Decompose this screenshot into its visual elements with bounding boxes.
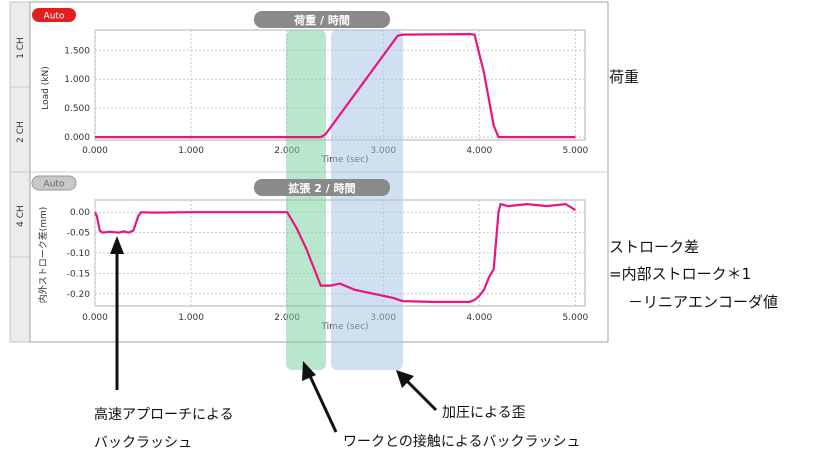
y-tick-label: 1.000 xyxy=(64,75,90,85)
contact-arrow xyxy=(302,361,338,433)
x-tick-label: 4.000 xyxy=(466,313,492,323)
y-axis-label: Load (kN) xyxy=(41,66,51,109)
x-tick-label: 5.000 xyxy=(563,146,589,156)
contact-backlash-band xyxy=(286,30,326,370)
load-side-label: 荷重 xyxy=(609,68,640,86)
x-tick-label: 1.000 xyxy=(178,313,204,323)
channel-tab-2ch[interactable]: 2 CH xyxy=(16,121,26,143)
x-tick-label: 4.000 xyxy=(466,146,492,156)
chart-title-bottom: 拡張 2 / 時間 xyxy=(288,181,355,195)
stroke-side-label-2: =内部ストローク＊1 xyxy=(609,265,752,283)
x-tick-label: 0.000 xyxy=(82,313,108,323)
title-pill-bottom xyxy=(254,179,390,196)
approach-annotation-2: バックラッシュ xyxy=(94,435,192,451)
y-tick-label: -0.15 xyxy=(67,269,90,279)
y-tick-label: 0.000 xyxy=(64,133,90,143)
title-pill-top xyxy=(254,11,390,28)
y-tick-label: -0.10 xyxy=(67,249,91,259)
x-tick-label: 1.000 xyxy=(178,146,204,156)
pressure-arrow xyxy=(396,370,438,412)
y-tick-label: 0.500 xyxy=(64,104,90,114)
pressure-strain-band xyxy=(331,30,403,370)
auto-label-bottom: Auto xyxy=(44,180,65,190)
y-tick-label: -0.05 xyxy=(67,229,90,239)
pressure-annotation: 加圧による歪 xyxy=(442,405,526,421)
auto-button-top[interactable] xyxy=(32,8,76,22)
auto-label-top: Auto xyxy=(44,12,65,22)
channel-tab-1ch[interactable]: 1 CH xyxy=(16,37,26,59)
approach-annotation-1: 高速アプローチによる xyxy=(94,407,234,423)
contact-annotation: ワークとの接触によるバックラッシュ xyxy=(343,434,581,450)
y-axis-label: 内外ストローク差(mm) xyxy=(37,207,49,304)
x-tick-label: 5.000 xyxy=(563,313,589,323)
y-tick-label: 1.500 xyxy=(64,46,90,56)
auto-button-bottom[interactable] xyxy=(31,175,77,191)
y-tick-label: 0.00 xyxy=(70,208,90,218)
stroke-side-label-3: －リニアエンコーダ値 xyxy=(628,293,779,311)
x-tick-label: 0.000 xyxy=(82,146,108,156)
stroke-diff-trace xyxy=(94,202,576,303)
y-tick-label: -0.20 xyxy=(67,290,91,300)
load-trace xyxy=(95,32,576,139)
approach-arrow xyxy=(110,236,124,390)
channel-tab-4ch[interactable]: 4 CH xyxy=(16,205,26,227)
stroke-side-label-1: ストローク差 xyxy=(609,238,700,256)
chart-title-top: 荷重 / 時間 xyxy=(293,13,350,27)
